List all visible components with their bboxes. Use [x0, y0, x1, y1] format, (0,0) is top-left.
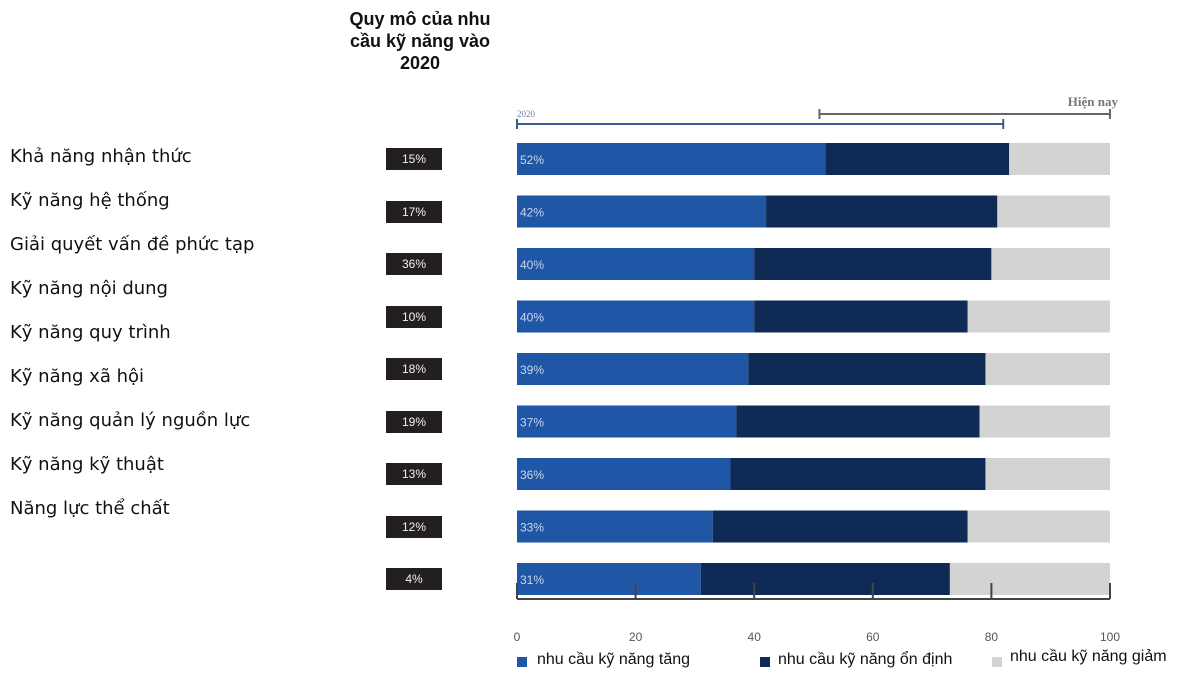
bar-segment-decrease: [985, 353, 1110, 385]
bar-segment-increase: [517, 300, 755, 333]
bar-segment-increase: [517, 458, 731, 490]
legend-label-decrease: nhu cầu kỹ năng giảm: [1010, 648, 1167, 665]
bar-segment-increase: [517, 248, 755, 280]
timeline-current-label: Hiện nay: [1068, 94, 1119, 109]
bar-value-label: 40%: [520, 311, 544, 325]
bar-value-label: 40%: [520, 258, 544, 272]
bar-segment-stable: [754, 248, 992, 280]
x-tick-label: 40: [748, 630, 762, 644]
scale-value-box: 10%: [386, 305, 442, 328]
scale-value-box: 4%: [386, 568, 442, 590]
bar-segment-increase: [517, 195, 767, 228]
bar-segment-decrease: [967, 510, 1110, 543]
x-tick-label: 20: [629, 630, 643, 644]
scale-value-box: 15%: [386, 148, 442, 170]
bar-value-label: 39%: [520, 363, 544, 377]
scale-value-box: 12%: [386, 515, 442, 538]
bar-segment-stable: [712, 510, 968, 543]
scale-value-box: 13%: [386, 463, 442, 485]
row-label: Năng lực thể chất: [10, 498, 170, 519]
scale-column-title: Quy mô của nhu cầu kỹ năng vào 2020: [349, 9, 491, 73]
bar-value-label: 52%: [520, 153, 544, 167]
bar-segment-decrease: [997, 195, 1110, 228]
bar-segment-decrease: [985, 458, 1110, 490]
legend-label-stable: nhu cầu kỹ năng ổn định: [778, 651, 953, 668]
bar-value-label: 31%: [520, 573, 544, 587]
row-label: Kỹ năng quy trình: [10, 322, 171, 343]
bar-segment-decrease: [967, 300, 1110, 333]
bar-segment-increase: [517, 143, 826, 175]
legend-swatch-increase: [517, 657, 527, 667]
scale-value-box: 36%: [386, 253, 442, 275]
bar-segment-decrease: [1009, 143, 1110, 175]
row-label: Kỹ năng nội dung: [10, 278, 168, 299]
bar-segment-stable: [825, 143, 1010, 175]
row-label: Kỹ năng kỹ thuật: [10, 454, 164, 475]
bar-segment-increase: [517, 510, 713, 543]
row-label: Khả năng nhận thức: [10, 146, 192, 167]
x-tick-label: 100: [1100, 630, 1120, 644]
scale-value-box: 18%: [386, 358, 442, 380]
bar-value-label: 36%: [520, 468, 544, 482]
bar-segment-stable: [736, 405, 980, 438]
bar-segment-stable: [766, 195, 998, 228]
bar-segment-decrease: [949, 563, 1110, 595]
scale-value-box: 17%: [386, 200, 442, 223]
timeline-year-label: 2020: [517, 109, 536, 119]
legend-swatch-decrease: [992, 657, 1002, 667]
bar-segment-stable: [730, 458, 986, 490]
bar-segment-increase: [517, 405, 737, 438]
bar-segment-increase: [517, 353, 749, 385]
x-tick-label: 0: [514, 630, 521, 644]
bar-segment-decrease: [979, 405, 1110, 438]
bar-value-label: 37%: [520, 416, 544, 430]
scale-value-box: 19%: [386, 410, 442, 433]
bar-segment-stable: [700, 563, 950, 595]
row-label: Giải quyết vấn đề phức tạp: [10, 234, 255, 255]
row-label: Kỹ năng xã hội: [10, 366, 144, 387]
legend-swatch-stable: [760, 657, 770, 667]
bar-segment-stable: [748, 353, 986, 385]
legend-label-increase: nhu cầu kỹ năng tăng: [537, 651, 691, 668]
bar-segment-stable: [754, 300, 968, 333]
row-label: Kỹ năng quản lý nguồn lực: [10, 410, 251, 431]
x-tick-label: 80: [985, 630, 999, 644]
bar-segment-increase: [517, 563, 701, 595]
bar-value-label: 33%: [520, 521, 544, 535]
bar-value-label: 42%: [520, 206, 544, 220]
row-label: Kỹ năng hệ thống: [10, 190, 170, 211]
bar-segment-decrease: [991, 248, 1110, 280]
x-tick-label: 60: [866, 630, 880, 644]
